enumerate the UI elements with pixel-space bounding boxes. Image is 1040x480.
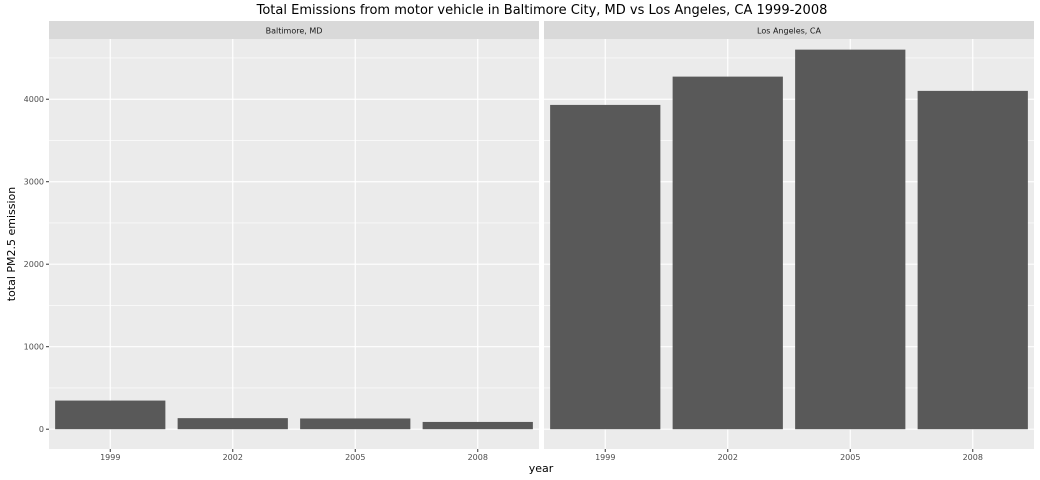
bar-los-angeles-ca2008	[917, 90, 1028, 430]
bar-los-angeles-ca2005	[795, 49, 906, 430]
panel-background	[49, 39, 539, 449]
bar-los-angeles-ca1999	[550, 104, 661, 430]
bar-baltimore-md2002	[177, 418, 288, 430]
facet-panel-1: Los Angeles, CA 1999 2002 2005 2008	[544, 21, 1034, 462]
x-tick-label: 2002	[718, 453, 738, 462]
y-axis-title: total PM2.5 emission	[5, 187, 18, 302]
x-axis-title: year	[529, 462, 554, 475]
x-tick-label: 1999	[595, 453, 615, 462]
chart-title: Total Emissions from motor vehicle in Ba…	[256, 3, 828, 18]
bar-baltimore-md1999	[55, 400, 166, 430]
x-tick-label: 2008	[963, 453, 983, 462]
facet-strip-label: Los Angeles, CA	[757, 27, 821, 36]
bar-baltimore-md2005	[300, 418, 411, 430]
y-tick-label: 4000	[24, 95, 44, 104]
x-tick-label: 1999	[100, 453, 120, 462]
y-axis: 0 1000 2000 3000 4000	[24, 95, 49, 434]
facet-panel-0: Baltimore, MD 1999 2002 2005 2008	[49, 21, 539, 462]
y-tick-label: 0	[39, 425, 44, 434]
x-tick-label: 2008	[468, 453, 488, 462]
x-tick-label: 2005	[840, 453, 860, 462]
y-tick-label: 1000	[24, 343, 44, 352]
bar-baltimore-md2008	[422, 421, 533, 430]
x-tick-label: 2005	[345, 453, 365, 462]
y-tick-label: 2000	[24, 260, 44, 269]
facet-strip	[49, 21, 539, 39]
y-tick-label: 3000	[24, 178, 44, 187]
x-tick-label: 2002	[223, 453, 243, 462]
facet-strip-label: Baltimore, MD	[266, 27, 323, 36]
facet-strip	[544, 21, 1034, 39]
bar-los-angeles-ca2002	[672, 76, 783, 430]
